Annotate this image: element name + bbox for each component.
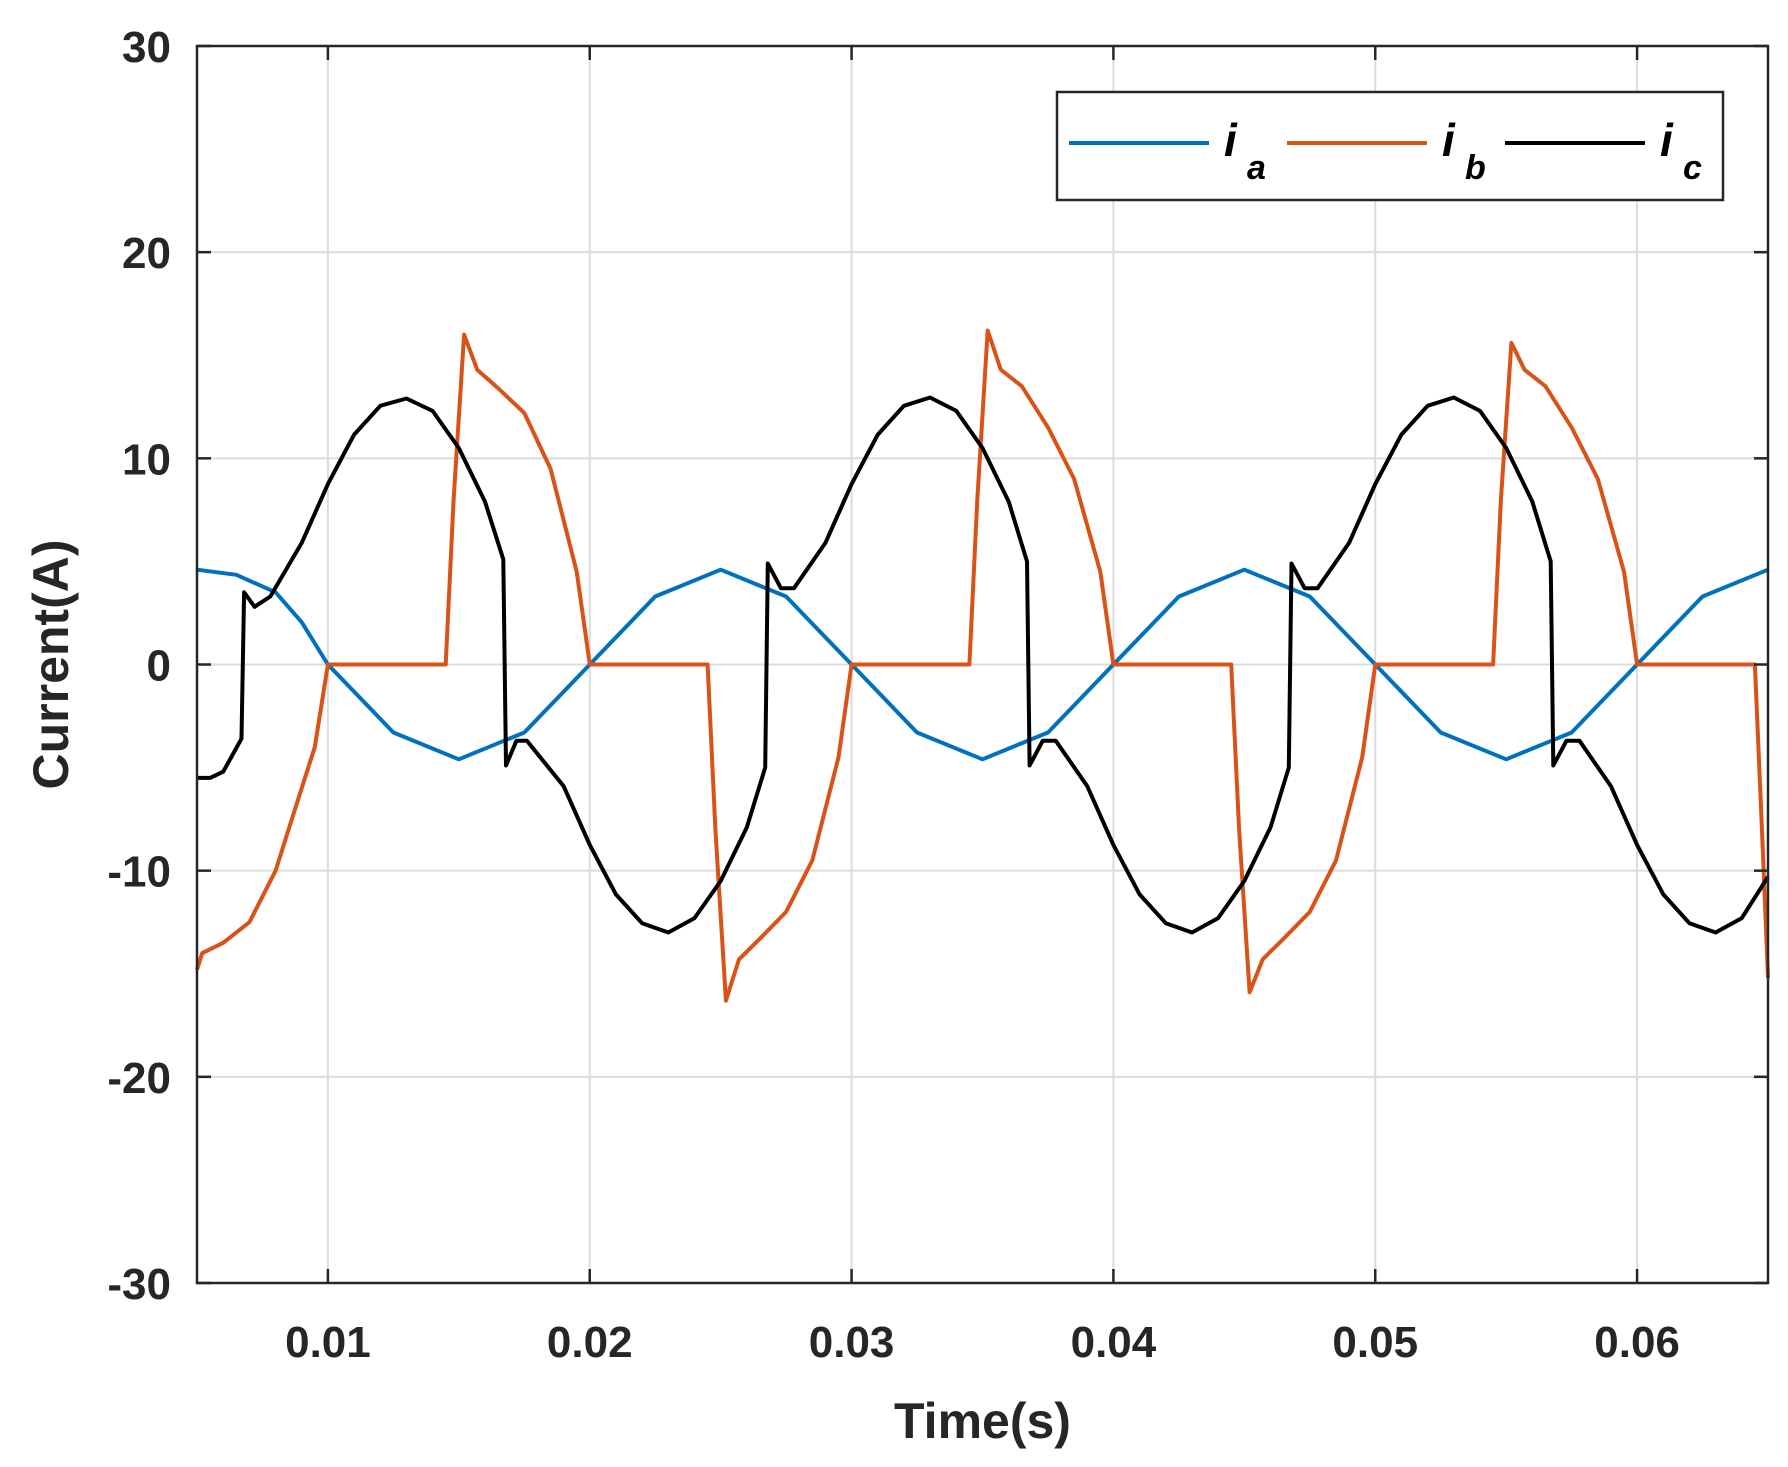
x-tick-label: 0.05 (1332, 1318, 1418, 1367)
y-axis-ticks: -30 -20 -10 0 10 20 30 (107, 23, 1768, 1309)
x-axis-ticks: 0.01 0.02 0.03 0.04 0.05 0.06 (285, 46, 1680, 1367)
y-tick-label: -30 (107, 1260, 171, 1309)
series-layer (195, 328, 1770, 1003)
x-axis-label: Time(s) (894, 1393, 1071, 1449)
x-tick-label: 0.06 (1594, 1318, 1680, 1367)
legend-label-ib: i (1442, 114, 1456, 166)
y-axis-label: Current(A) (23, 540, 79, 790)
y-tick-label: 20 (122, 229, 171, 278)
x-tick-label: 0.02 (547, 1318, 633, 1367)
y-tick-label: 10 (122, 435, 171, 484)
y-tick-label: 0 (147, 642, 171, 691)
x-tick-label: 0.01 (285, 1318, 371, 1367)
y-tick-label: -20 (107, 1054, 171, 1103)
x-tick-label: 0.03 (809, 1318, 895, 1367)
legend-subscript-b: b (1465, 149, 1486, 187)
legend-subscript-a: a (1247, 149, 1266, 187)
x-tick-label: 0.04 (1071, 1318, 1157, 1367)
legend-box (1055, 90, 1725, 202)
y-tick-label: 30 (122, 23, 171, 72)
legend-subscript-c: c (1683, 149, 1702, 187)
series-line-ic (197, 395, 1770, 935)
y-tick-label: -10 (107, 848, 171, 897)
legend-label-ia: i (1224, 114, 1238, 166)
series-line-ia (196, 567, 1769, 762)
series-line-ib (195, 328, 1770, 1003)
legend-label-ic: i (1660, 114, 1674, 166)
